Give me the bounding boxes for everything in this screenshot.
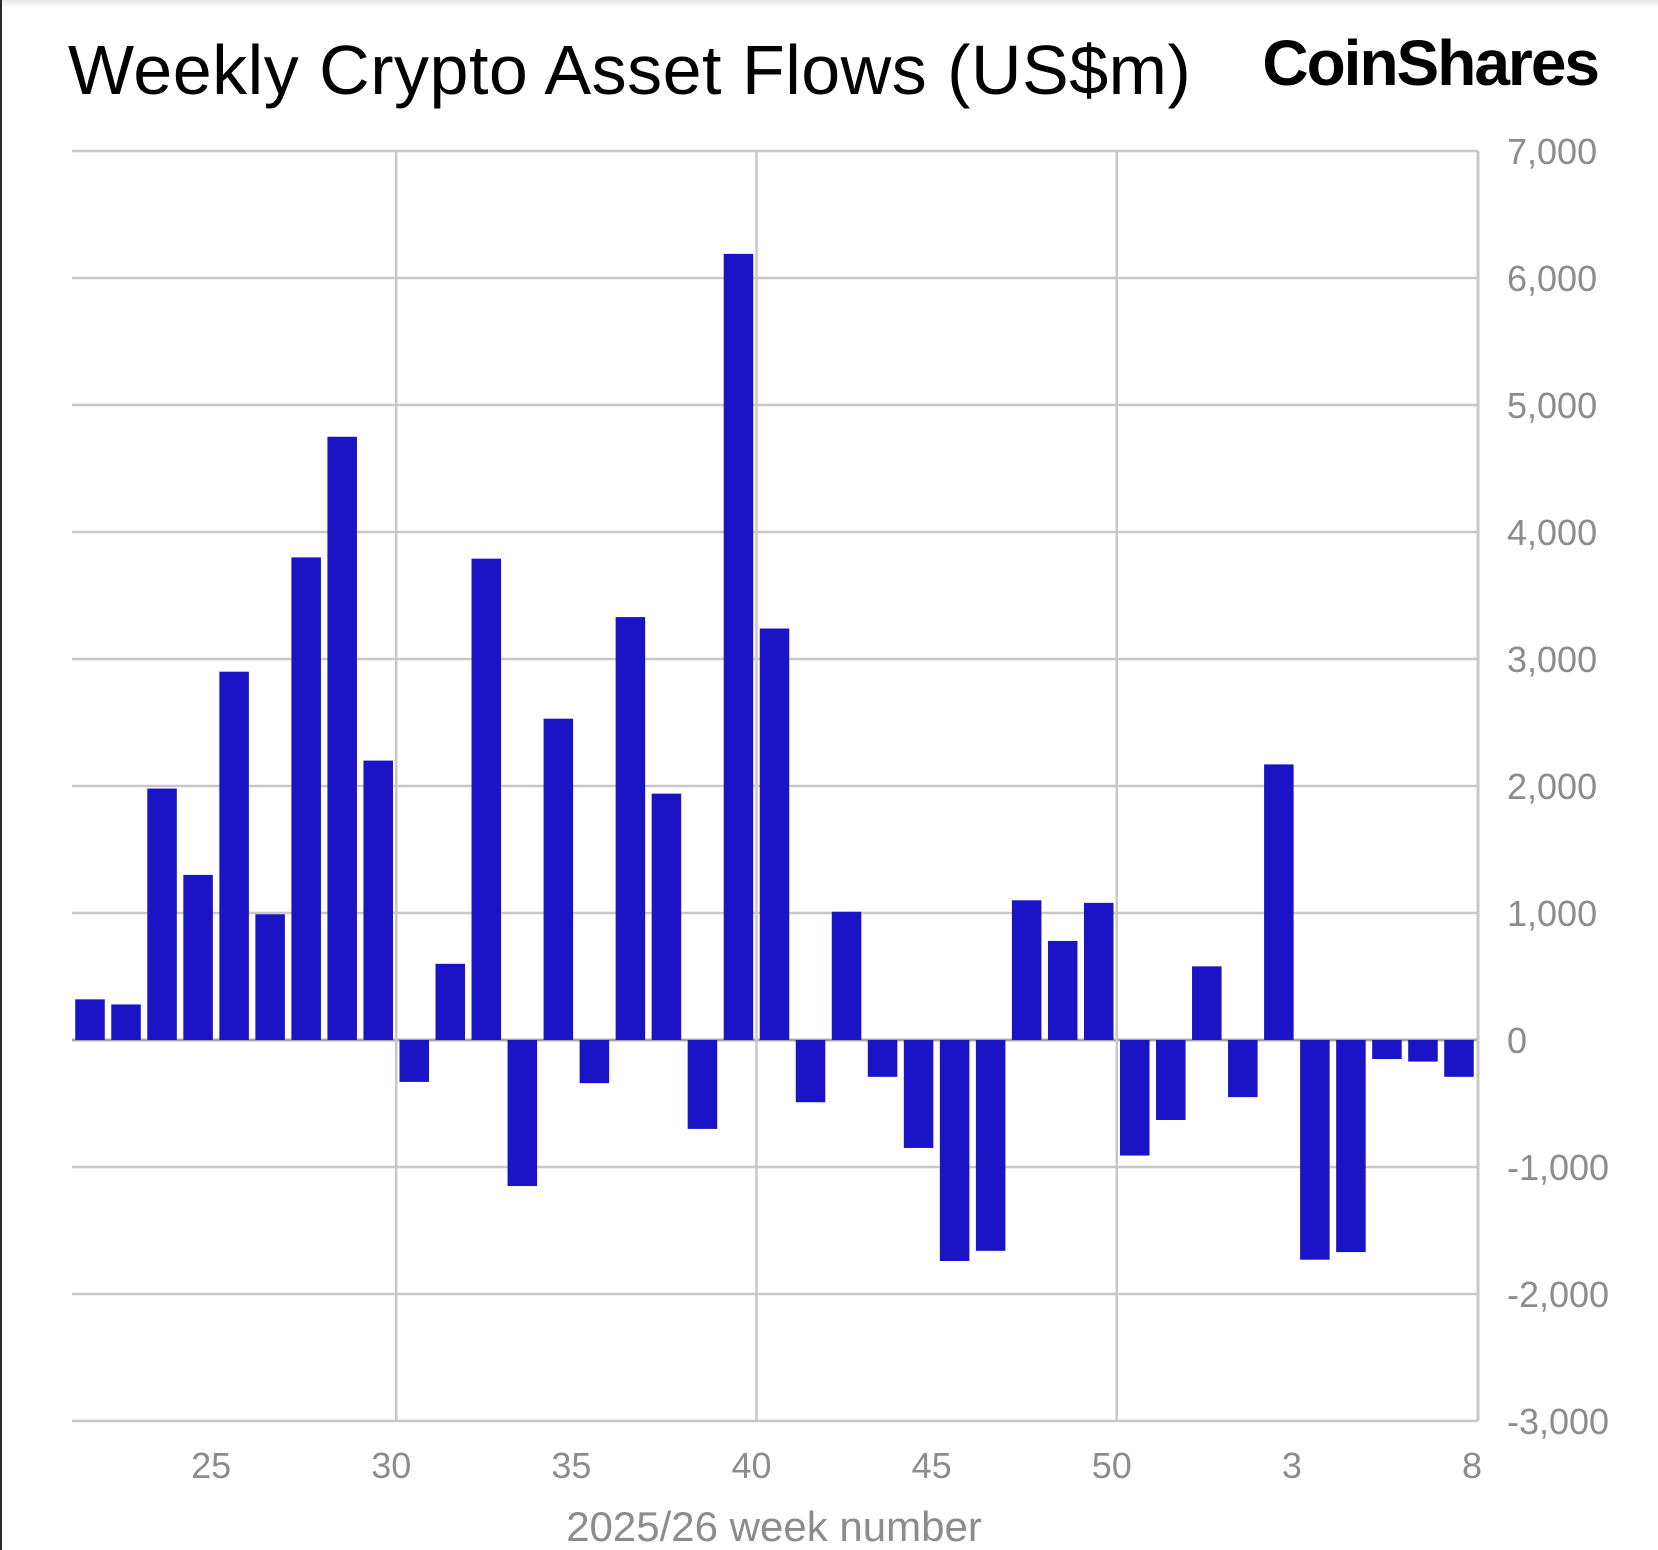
bar-week-24 bbox=[147, 788, 177, 1040]
y-axis-tick-labels: 7,000 6,000 5,000 4,000 3,000 2,000 1,000 0 -1,0… bbox=[1507, 131, 1609, 1442]
bar-week-25 bbox=[183, 874, 213, 1040]
x-tick-label: 45 bbox=[912, 1445, 952, 1486]
x-tick-label: 25 bbox=[191, 1445, 231, 1486]
bar-week-40 bbox=[723, 253, 754, 1040]
y-tick-label: -3,000 bbox=[1507, 1401, 1609, 1442]
chart-title: Weekly Crypto Asset Flows (US$m) bbox=[68, 31, 1192, 109]
x-axis-title: 2025/26 week number bbox=[566, 1503, 982, 1550]
x-tick-label: 3 bbox=[1282, 1445, 1302, 1486]
window-left-border bbox=[0, 0, 2, 1550]
window-top-shadow bbox=[0, 0, 1658, 8]
y-tick-label: 2,000 bbox=[1507, 766, 1597, 807]
bar-week-48 bbox=[1011, 900, 1042, 1040]
y-tick-label: -1,000 bbox=[1507, 1147, 1609, 1188]
bar-week-46 bbox=[939, 1040, 970, 1261]
bar-week-23 bbox=[111, 1004, 141, 1040]
bar-week-49 bbox=[1047, 940, 1078, 1040]
bar-week-1 bbox=[1192, 966, 1222, 1040]
bar-week-44 bbox=[867, 1040, 898, 1077]
coinshares-logo: CoinShares bbox=[1262, 27, 1600, 99]
bar-week-47 bbox=[975, 1040, 1006, 1251]
y-tick-label: 4,000 bbox=[1507, 512, 1597, 553]
bar-series bbox=[75, 253, 1474, 1261]
bar-week-4 bbox=[1300, 1040, 1330, 1260]
bar-week-52 bbox=[1156, 1040, 1186, 1121]
bar-week-27 bbox=[255, 914, 285, 1040]
bar-week-3 bbox=[1264, 764, 1294, 1040]
bar-week-30 bbox=[363, 760, 393, 1040]
bar-week-32 bbox=[435, 963, 466, 1040]
bar-week-41 bbox=[759, 628, 790, 1040]
bar-week-38 bbox=[651, 793, 682, 1040]
bar-week-37 bbox=[615, 617, 646, 1040]
y-tick-label: 1,000 bbox=[1507, 893, 1597, 934]
bar-week-36 bbox=[579, 1040, 610, 1084]
y-tick-label: 7,000 bbox=[1507, 131, 1597, 172]
bar-week-45 bbox=[903, 1040, 934, 1148]
bar-week-6 bbox=[1372, 1040, 1402, 1060]
bar-week-7 bbox=[1408, 1040, 1438, 1062]
x-tick-label: 30 bbox=[371, 1445, 411, 1486]
bar-week-43 bbox=[831, 911, 862, 1040]
bar-week-33 bbox=[471, 558, 502, 1040]
bar-week-8 bbox=[1444, 1040, 1474, 1077]
bar-week-26 bbox=[219, 671, 249, 1040]
x-tick-label: 35 bbox=[551, 1445, 591, 1486]
x-axis-tick-labels: 25 30 35 40 45 50 3 8 bbox=[191, 1445, 1482, 1486]
bar-week-22 bbox=[75, 999, 105, 1040]
bar-week-2 bbox=[1228, 1040, 1258, 1098]
bar-week-42 bbox=[795, 1040, 826, 1103]
bar-week-29 bbox=[327, 436, 357, 1040]
bar-week-5 bbox=[1336, 1040, 1366, 1253]
bar-week-35 bbox=[543, 718, 574, 1040]
bar-week-51 bbox=[1119, 1040, 1150, 1156]
bar-week-39 bbox=[687, 1040, 718, 1129]
x-tick-label: 50 bbox=[1092, 1445, 1132, 1486]
y-tick-label: 0 bbox=[1507, 1020, 1527, 1061]
x-tick-label: 8 bbox=[1462, 1445, 1482, 1486]
bar-week-34 bbox=[507, 1040, 538, 1187]
y-tick-label: -2,000 bbox=[1507, 1274, 1609, 1315]
y-tick-label: 5,000 bbox=[1507, 385, 1597, 426]
y-tick-label: 3,000 bbox=[1507, 639, 1597, 680]
bar-week-28 bbox=[291, 557, 321, 1040]
x-tick-label: 40 bbox=[731, 1445, 771, 1486]
y-tick-label: 6,000 bbox=[1507, 258, 1597, 299]
bar-week-31 bbox=[399, 1040, 430, 1082]
bar-week-50 bbox=[1083, 902, 1114, 1040]
